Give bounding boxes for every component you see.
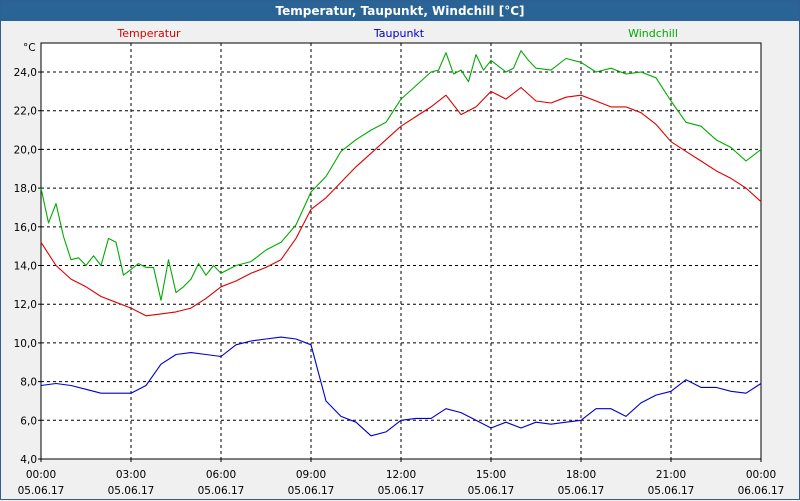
y-tick-label: 10,0 bbox=[14, 338, 37, 350]
x-tick-date: 06.06.17 bbox=[738, 485, 785, 497]
x-tick-label: 18:00 bbox=[566, 469, 596, 481]
legend-temperatur: Temperatur bbox=[116, 27, 181, 40]
series-line-windchill bbox=[40, 50, 762, 301]
y-tick-label: 22,0 bbox=[14, 106, 37, 118]
x-tick-label: 03:00 bbox=[116, 469, 146, 481]
x-tick-label: 21:00 bbox=[656, 469, 686, 481]
y-tick-label: 14,0 bbox=[14, 261, 37, 273]
x-tick-date: 05.06.17 bbox=[288, 485, 335, 497]
x-tick-label: 00:00 bbox=[746, 469, 776, 481]
x-tick-date: 05.06.17 bbox=[108, 485, 155, 497]
y-tick-label: 8,0 bbox=[20, 377, 37, 389]
x-tick-label: 00:00 bbox=[26, 469, 56, 481]
y-tick-label: 18,0 bbox=[14, 183, 37, 195]
legend-windchill: Windchill bbox=[628, 27, 678, 40]
x-tick-label: 09:00 bbox=[296, 469, 326, 481]
x-tick-label: 15:00 bbox=[476, 469, 506, 481]
series-line-temperatur bbox=[40, 86, 762, 317]
y-tick-label: 16,0 bbox=[14, 222, 37, 234]
x-tick-label: 12:00 bbox=[386, 469, 416, 481]
x-tick-date: 05.06.17 bbox=[558, 485, 605, 497]
x-tick-date: 05.06.17 bbox=[378, 485, 425, 497]
y-axis-label: °C bbox=[23, 42, 36, 54]
y-tick-label: 4,0 bbox=[20, 454, 37, 466]
x-tick-date: 05.06.17 bbox=[648, 485, 695, 497]
x-tick-label: 06:00 bbox=[206, 469, 236, 481]
series-line-taupunkt bbox=[40, 336, 762, 437]
y-tick-label: 6,0 bbox=[20, 415, 37, 427]
y-tick-label: 20,0 bbox=[14, 144, 37, 156]
chart-canvas: 4,0 6,0 8,0 10,0 12,0 14,0 16,0 18,0 20,0 22,0 24,… bbox=[14, 27, 785, 497]
y-tick-label: 12,0 bbox=[14, 299, 37, 311]
x-tick-date: 05.06.17 bbox=[18, 485, 65, 497]
x-tick-date: 05.06.17 bbox=[468, 485, 515, 497]
x-tick-date: 05.06.17 bbox=[198, 485, 245, 497]
y-tick-label: 24,0 bbox=[14, 67, 37, 79]
legend-taupunkt: Taupunkt bbox=[373, 27, 425, 40]
window-title: Temperatur, Taupunkt, Windchill [°C] bbox=[1, 1, 799, 21]
